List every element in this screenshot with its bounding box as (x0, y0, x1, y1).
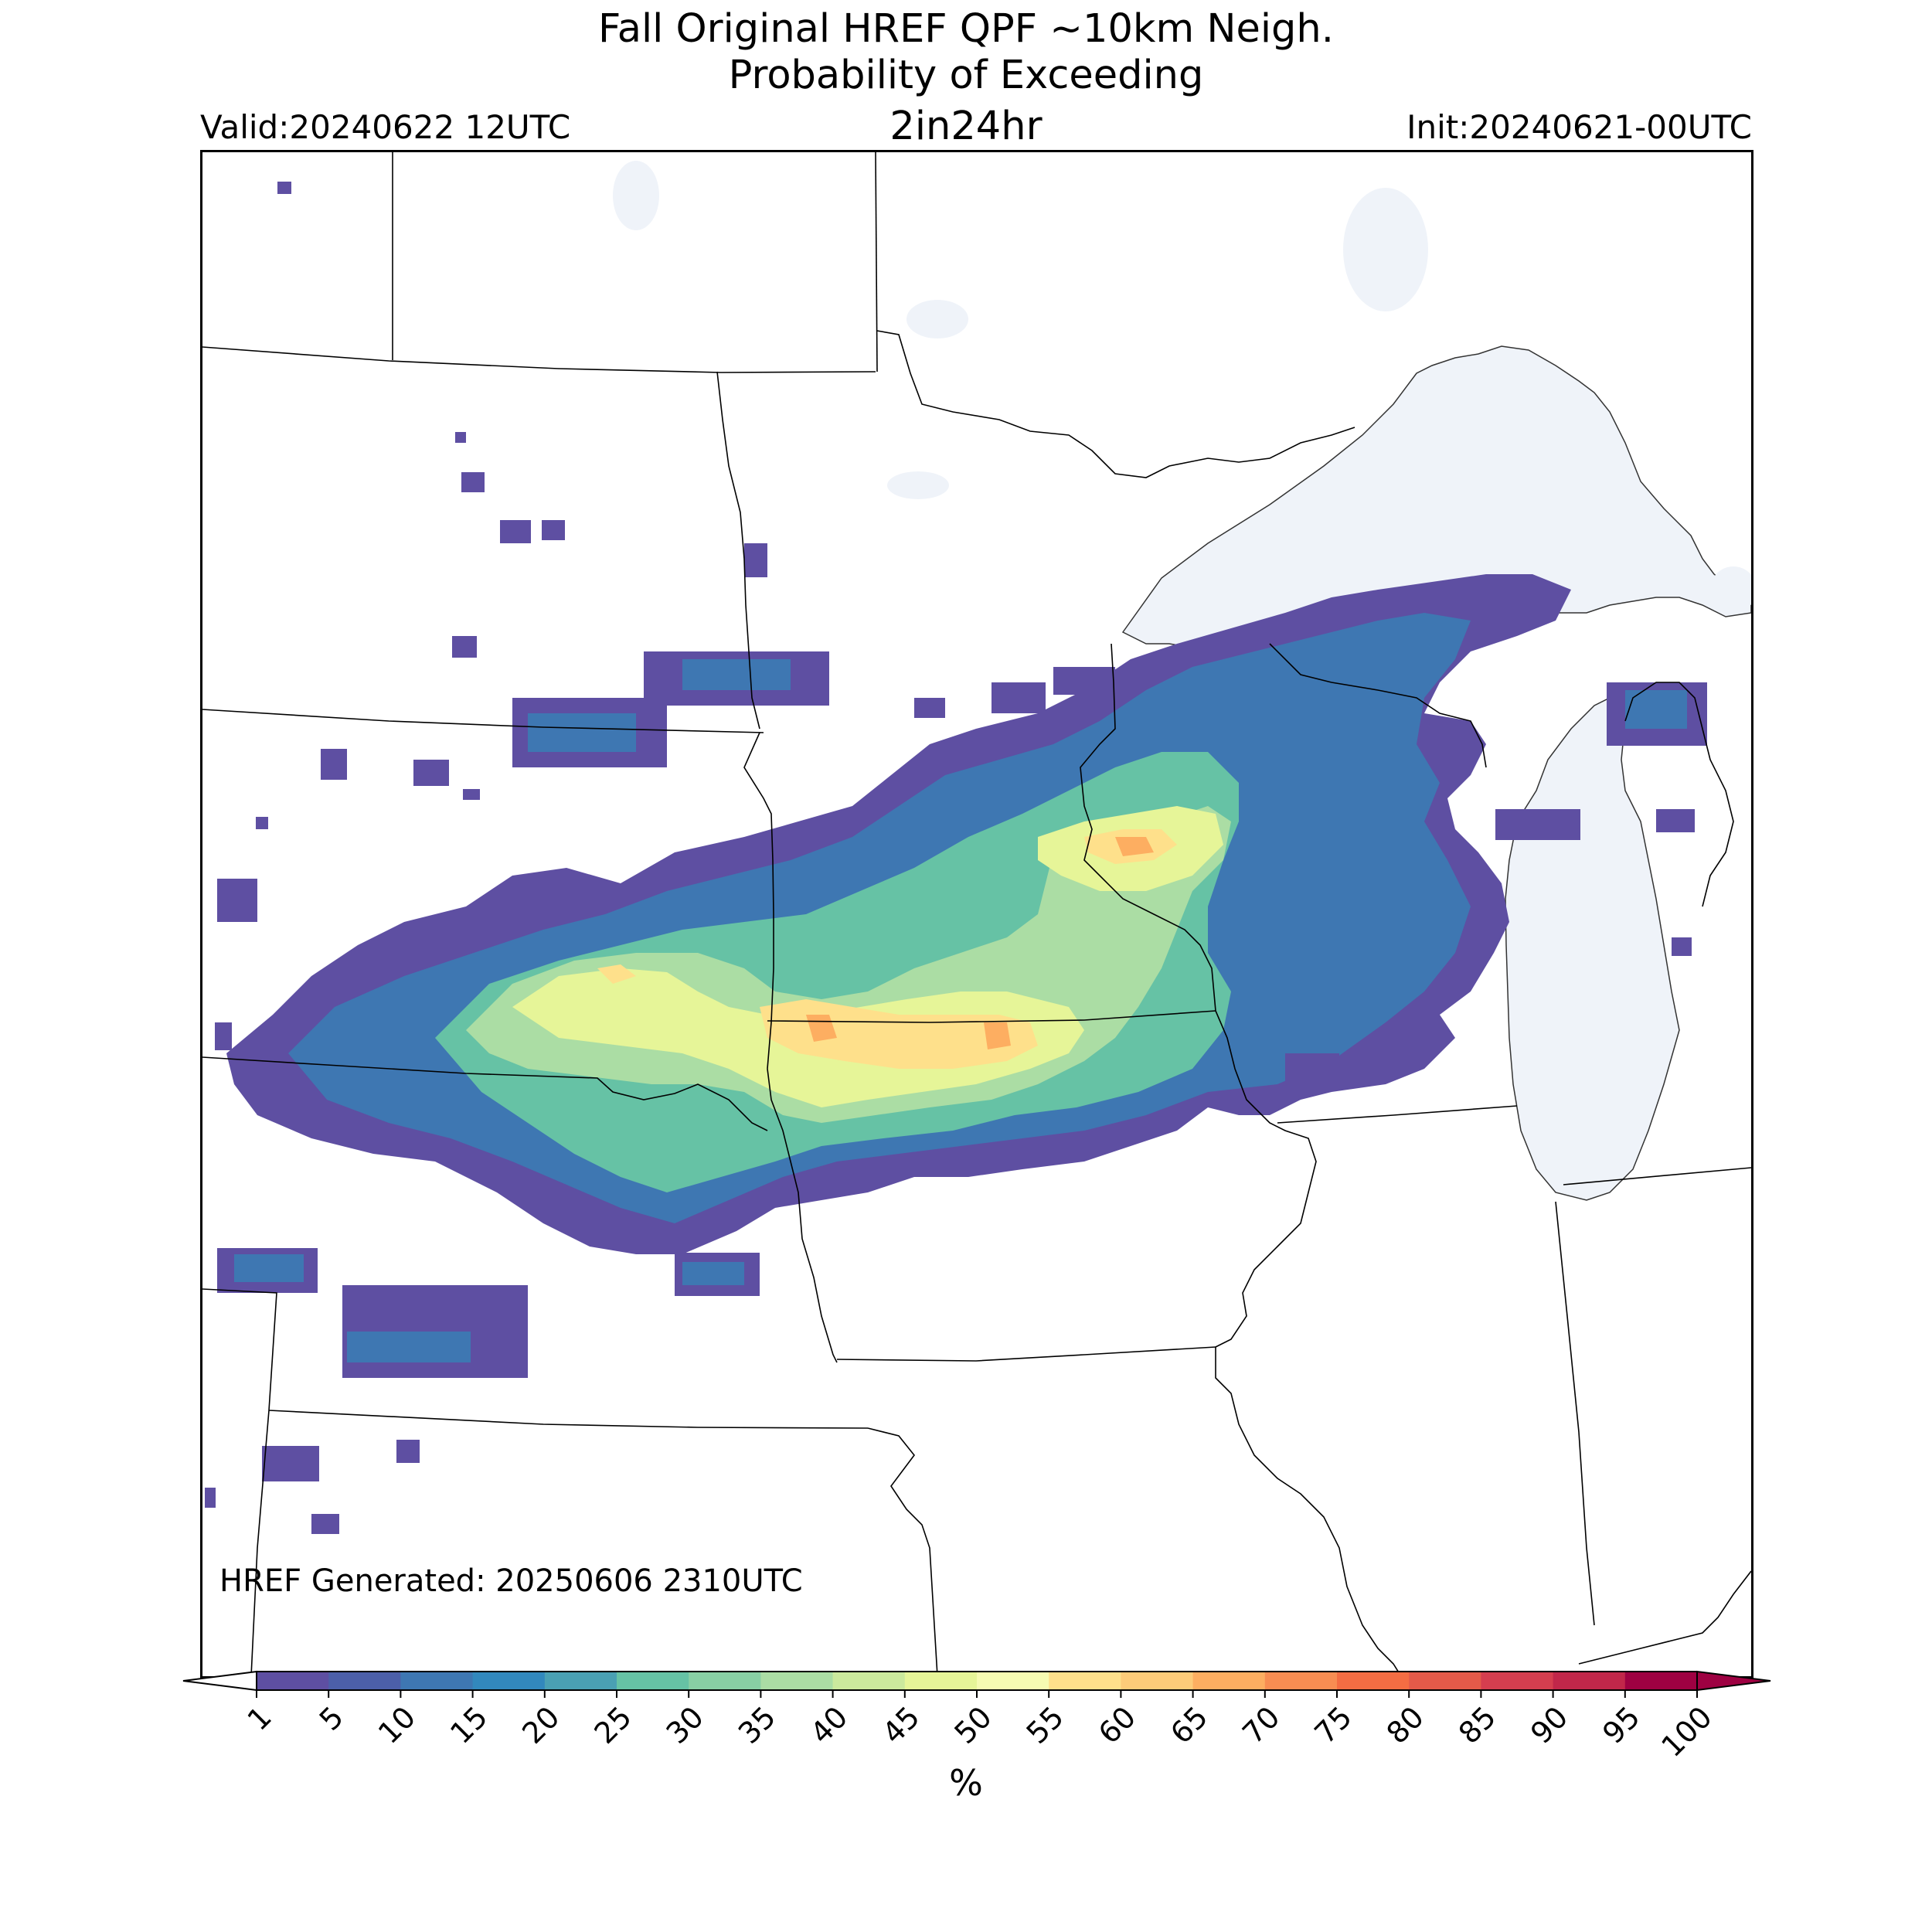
state-boundaries (202, 152, 1751, 1676)
colorbar-tick-label: 85 (1452, 1700, 1502, 1750)
colorbar-tick-label: 65 (1164, 1700, 1214, 1750)
colorbar-tick-label: 70 (1236, 1700, 1286, 1750)
colorbar-tick-label: 35 (732, 1700, 782, 1750)
colorbar-tick-label: 15 (444, 1700, 494, 1750)
init-time-label: Init:20240621-00UTC (1406, 108, 1752, 146)
title-line-3: 2in24hr (889, 104, 1043, 149)
colorbar-tick-label: 40 (804, 1700, 854, 1750)
colorbar-tick-label: 75 (1308, 1700, 1358, 1750)
colorbar-tick-label: 30 (660, 1700, 710, 1750)
colorbar-tick-label: 60 (1092, 1700, 1142, 1750)
valid-time-label: Valid:20240622 12UTC (200, 108, 571, 146)
colorbar-tick-label: 100 (1655, 1700, 1718, 1762)
title-line-2: Probability of Exceeding (728, 53, 1204, 98)
colorbar-tick-label: 1 (241, 1700, 278, 1737)
lake-nipigon (1343, 188, 1428, 311)
prob-band-55 (597, 829, 1177, 1069)
colorbar-tick-label: 95 (1596, 1700, 1646, 1750)
probability-field (205, 182, 1707, 1534)
colorbar-unit-label: % (949, 1762, 983, 1804)
colorbar-tick-label: 80 (1380, 1700, 1430, 1750)
lake-lotw (906, 300, 968, 338)
generated-time-label: HREF Generated: 20250606 2310UTC (219, 1563, 803, 1599)
map-panel: HREF Generated: 20250606 2310UTC (200, 150, 1753, 1679)
prob-band-45 (512, 806, 1223, 1107)
lake-michigan (1505, 692, 1680, 1201)
title-line-1: Fall Original HREF QPF ~10km Neigh. (598, 6, 1334, 52)
colorbar-tick-label: 55 (1020, 1700, 1070, 1750)
colorbar-ticks: 1 5 10 15 20 25 30 35 40 45 50 55 60 65 70 75 80 85 90 95 10… (241, 1690, 1719, 1762)
lake-upper-n (613, 161, 659, 230)
colorbar-tick-label: 20 (515, 1700, 566, 1750)
colorbar-tick-label: 45 (876, 1700, 926, 1750)
colorbar-tick-label: 5 (313, 1700, 350, 1737)
colorbar-tick-label: 25 (587, 1700, 638, 1750)
colorbar-tick-label: 50 (947, 1700, 998, 1750)
colorbar-tick-label: 10 (372, 1700, 422, 1750)
lake-red (887, 471, 949, 499)
map-canvas (202, 152, 1751, 1676)
colorbar-tick-label: 90 (1524, 1700, 1574, 1750)
lake-huron-edge (1710, 566, 1751, 613)
